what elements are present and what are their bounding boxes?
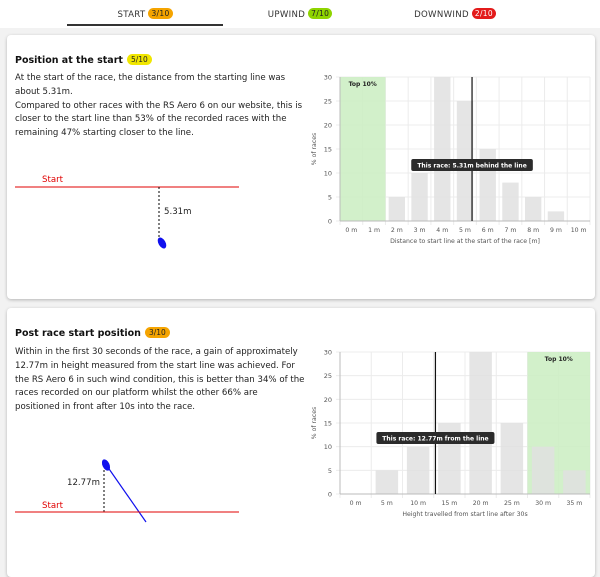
x-tick-label: 5 m bbox=[381, 500, 393, 507]
x-tick-label: 6 m bbox=[482, 227, 494, 234]
bar bbox=[411, 173, 428, 221]
this-race-tooltip-label: This race: 12.77m from the line bbox=[382, 436, 488, 443]
y-tick-label: 15 bbox=[324, 146, 332, 154]
bar bbox=[406, 446, 430, 494]
x-tick-label: 35 m bbox=[566, 500, 582, 507]
post-start-diagram: 12.77m Start bbox=[15, 459, 239, 523]
tab-downwind[interactable]: DOWNWIND 2/10 bbox=[377, 8, 533, 28]
bar bbox=[525, 197, 542, 221]
y-tick-label: 20 bbox=[324, 396, 332, 404]
post-start-title-text: Post race start position bbox=[15, 328, 141, 339]
tab-upwind-score-badge: 7/10 bbox=[308, 8, 333, 19]
post-start-title: Post race start position 3/10 bbox=[15, 327, 170, 339]
height-gain-chart: 0 5 10 15 20 25 30 Top 10% 0 m 5 m 10 m 15 m 20 m 25 … bbox=[311, 349, 591, 518]
tab-bar: START 3/10 UPWIND 7/10 DOWNWIND 2/10 bbox=[0, 0, 600, 28]
bar bbox=[502, 182, 519, 221]
active-tab-underline bbox=[67, 24, 223, 26]
tab-downwind-score-badge: 2/10 bbox=[471, 8, 496, 19]
bar bbox=[375, 470, 399, 494]
x-axis-title: Distance to start line at the start of t… bbox=[390, 238, 540, 245]
x-tick-label: 1 m bbox=[368, 227, 380, 234]
start-position-title-text: Position at the start bbox=[15, 55, 123, 66]
y-tick-label: 0 bbox=[328, 491, 332, 499]
y-tick-label: 30 bbox=[324, 349, 332, 357]
start-position-title: Position at the start 5/10 bbox=[15, 54, 152, 66]
x-tick-label: 10 m bbox=[410, 500, 426, 507]
start-position-score-badge: 5/10 bbox=[126, 54, 152, 65]
tab-start-label: START bbox=[117, 10, 146, 20]
post-start-card: Post race start position 3/10 Within in t… bbox=[7, 308, 595, 577]
tab-start[interactable]: START 3/10 bbox=[67, 8, 223, 28]
boat-track bbox=[106, 465, 147, 523]
y-tick-label: 5 bbox=[328, 467, 332, 475]
bar bbox=[388, 197, 405, 221]
x-tick-label: 0 m bbox=[345, 227, 357, 234]
top-percentile-region bbox=[340, 77, 386, 221]
x-tick-label: 0 m bbox=[350, 500, 362, 507]
tab-upwind-label: UPWIND bbox=[267, 10, 306, 20]
y-tick-label: 20 bbox=[324, 122, 332, 130]
start-position-description: At the start of the race, the distance f… bbox=[15, 73, 303, 139]
y-tick-label: 10 bbox=[324, 170, 332, 178]
x-tick-label: 25 m bbox=[504, 500, 520, 507]
y-tick-label: 5 bbox=[328, 194, 332, 202]
top-percentile-label: Top 10% bbox=[349, 81, 377, 88]
bar bbox=[547, 211, 565, 221]
y-axis-title: % of races bbox=[311, 133, 318, 166]
bar bbox=[563, 470, 586, 494]
start-position-diagram: Start 5.31m bbox=[15, 175, 239, 249]
tab-upwind[interactable]: UPWIND 7/10 bbox=[222, 8, 378, 28]
y-tick-label: 30 bbox=[324, 74, 332, 82]
y-tick-label: 0 bbox=[328, 218, 332, 226]
bar bbox=[531, 446, 555, 494]
x-tick-label: 10 m bbox=[571, 227, 587, 234]
y-tick-label: 10 bbox=[324, 443, 332, 451]
this-race-tooltip bbox=[376, 432, 495, 444]
y-tick-label: 25 bbox=[324, 372, 332, 380]
x-tick-label: 3 m bbox=[414, 227, 426, 234]
height-label: 12.77m bbox=[67, 478, 100, 488]
y-tick-label: 25 bbox=[324, 98, 332, 106]
start-line-label: Start bbox=[42, 175, 64, 185]
post-start-score-badge: 3/10 bbox=[144, 327, 170, 338]
tab-downwind-label: DOWNWIND bbox=[414, 10, 469, 20]
start-position-card: Position at the start 5/10 At the start o… bbox=[7, 35, 595, 299]
this-race-tooltip-label: This race: 5.31m behind the line bbox=[417, 163, 526, 170]
x-tick-label: 5 m bbox=[459, 227, 471, 234]
x-tick-label: 9 m bbox=[550, 227, 562, 234]
top-percentile-label: Top 10% bbox=[545, 356, 573, 363]
bar bbox=[434, 77, 451, 221]
x-tick-label: 8 m bbox=[527, 227, 539, 234]
x-tick-label: 20 m bbox=[473, 500, 489, 507]
x-tick-label: 30 m bbox=[535, 500, 551, 507]
bar bbox=[500, 423, 524, 494]
distance-label: 5.31m bbox=[164, 207, 192, 217]
y-tick-label: 15 bbox=[324, 420, 332, 428]
x-tick-label: 15 m bbox=[441, 500, 457, 507]
bar bbox=[469, 352, 492, 494]
start-distance-chart: 0 5 10 15 20 25 30 Top 10% 0 m 1 m 2 m 3 m 4 m 5 m 6 m… bbox=[311, 74, 591, 245]
tab-start-score-badge: 3/10 bbox=[148, 8, 173, 19]
x-tick-label: 7 m bbox=[504, 227, 516, 234]
boat-icon bbox=[157, 237, 167, 249]
start-line-label: Start bbox=[42, 501, 64, 511]
x-tick-label: 4 m bbox=[436, 227, 448, 234]
y-axis-title: % of races bbox=[311, 407, 318, 440]
post-start-description: Within in the first 30 seconds of the ra… bbox=[15, 347, 305, 413]
x-tick-label: 2 m bbox=[391, 227, 403, 234]
this-race-tooltip bbox=[411, 159, 533, 171]
x-axis-title: Height travelled from start line after 3… bbox=[402, 511, 527, 518]
